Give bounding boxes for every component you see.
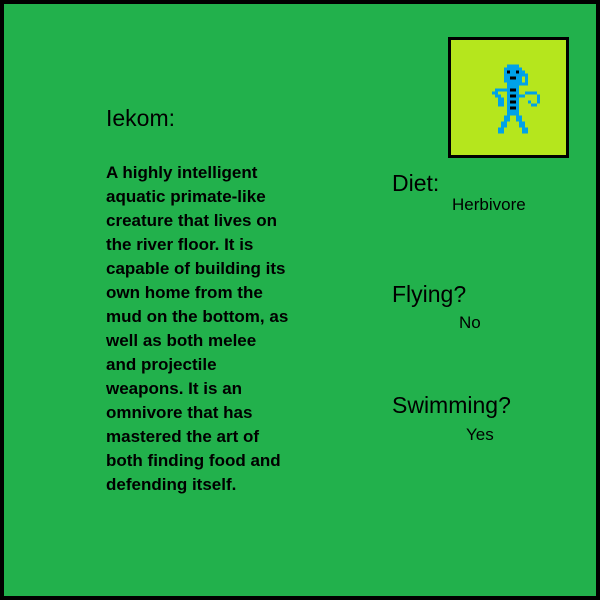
blue-aquatic-primate-sprite-icon [492, 64, 540, 134]
diet-value: Herbivore [452, 195, 526, 214]
swimming-value: Yes [466, 425, 494, 444]
flying-label: Flying? [392, 281, 467, 307]
swimming-label: Swimming? [392, 392, 511, 418]
creature-description: A highly intelligent aquatic primate-lik… [106, 163, 289, 494]
flying-value: No [459, 313, 481, 332]
diet-label: Diet: [392, 170, 440, 196]
creature-name: Iekom: [106, 105, 176, 131]
creature-portrait [448, 37, 569, 158]
